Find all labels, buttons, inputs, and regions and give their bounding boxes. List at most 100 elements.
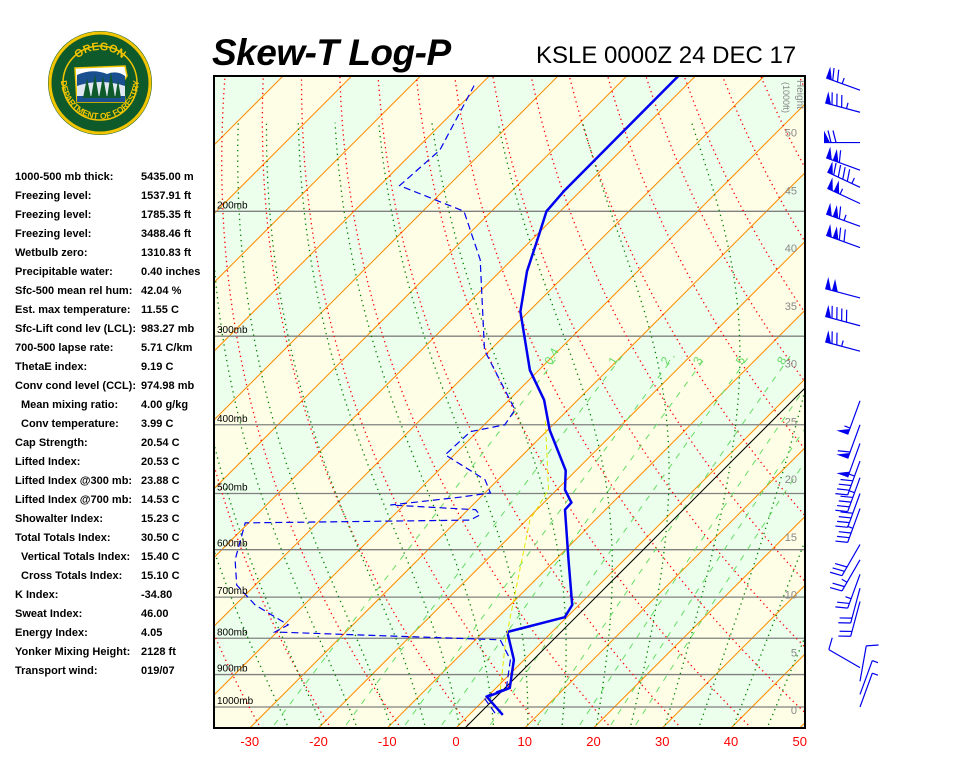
- wind-barb: [859, 644, 879, 682]
- wind-barb-staff: [847, 493, 861, 528]
- stat-value: 20.54 C: [141, 437, 180, 449]
- wind-barb: [827, 161, 861, 188]
- height-tick-label: 50: [785, 128, 797, 140]
- stat-label: Conv temperature:: [21, 418, 119, 430]
- isotherm-line: [593, 515, 805, 728]
- stat-value: 4.00 g/kg: [141, 399, 189, 411]
- pressure-label: 700mb: [217, 586, 248, 597]
- temperature-line: [484, 76, 679, 716]
- isotherm-line: [0, 76, 8, 728]
- isotherm-line: [869, 76, 960, 728]
- dry-adiabat-line: [939, 54, 960, 725]
- stat-row: Est. max temperature: 11.55 C: [15, 301, 215, 320]
- wind-barb-full: [835, 525, 848, 528]
- isotherm-line: [214, 76, 559, 421]
- isotherm-line: [0, 76, 77, 728]
- dry-adiabat-line: [221, 76, 400, 726]
- height-tick-label: 0: [791, 705, 797, 717]
- plot-frame: [213, 75, 806, 729]
- stat-label: Lifted Index @700 mb:: [15, 494, 133, 506]
- wind-barb-full: [829, 571, 843, 577]
- wind-barb: [824, 130, 860, 144]
- wind-barb-staff: [847, 574, 861, 609]
- stat-row: Precipitable water: 0.40 inches: [15, 263, 215, 282]
- stat-label: Lifted Index:: [15, 456, 81, 468]
- stat-label: Total Totals Index:: [15, 532, 111, 544]
- dry-adiabat-line: [864, 54, 960, 725]
- stat-value: 14.53 C: [141, 494, 180, 506]
- wind-barb-flag: [832, 148, 839, 163]
- stat-label: Transport wind:: [15, 665, 98, 677]
- surface-reference-line: [464, 387, 805, 728]
- stat-label: Wetbulb zero:: [15, 247, 88, 259]
- wind-barb-half: [872, 660, 879, 664]
- wind-barb-staff: [859, 672, 873, 708]
- stat-value: 019/07: [141, 665, 175, 677]
- wind-barb-full: [838, 227, 842, 241]
- svg-text:OREGON: OREGON: [72, 41, 127, 61]
- wind-barb-half: [843, 214, 847, 221]
- mixing-ratio-line: [273, 355, 559, 726]
- dry-adiabat-line: [827, 54, 960, 725]
- wind-barb-half: [851, 177, 855, 184]
- wind-barb-half: [841, 77, 845, 84]
- stat-row: Freezing level: 1537.91 ft: [15, 187, 215, 206]
- parcel-line: [499, 419, 550, 690]
- mixing-ratio-line: [579, 387, 805, 726]
- wind-barb-full: [835, 540, 848, 543]
- isotherm-line: [214, 76, 215, 77]
- wind-barb-staff: [850, 601, 861, 637]
- wind-barb-half: [841, 340, 844, 347]
- wind-barb-staff: [847, 508, 861, 543]
- pressure-label: 500mb: [217, 483, 248, 494]
- stat-value: 3488.46 ft: [141, 228, 192, 240]
- stat-value: 1785.35 ft: [141, 209, 192, 221]
- stat-row: Energy Index: 4.05: [15, 624, 215, 643]
- wind-barb-full: [840, 478, 853, 482]
- stat-row: K Index: -34.80: [15, 586, 215, 605]
- stat-row: Mean mixing ratio: 4.00 g/kg: [15, 396, 215, 415]
- wind-barb: [825, 277, 861, 299]
- mixing-ratio-line: [635, 460, 805, 726]
- dewpoint-line: [234, 85, 516, 714]
- height-axis-label: Height: [794, 80, 805, 109]
- wind-barb-flag: [826, 223, 832, 238]
- wind-barb-full: [837, 601, 850, 605]
- wind-barb-flag: [836, 428, 850, 435]
- stat-label: Precipitable water:: [15, 266, 113, 278]
- stat-label: Sweat Index:: [15, 608, 83, 620]
- stat-value: 42.04 %: [141, 285, 182, 297]
- stat-row: Lifted Index: 20.53 C: [15, 453, 215, 472]
- wind-barb: [838, 601, 861, 637]
- stat-label: Mean mixing ratio:: [21, 399, 119, 411]
- stat-value: -34.80: [141, 589, 173, 601]
- height-tick-label: 30: [785, 359, 797, 371]
- temperature-band: [214, 76, 805, 695]
- oregon-department-of-forestry-logo: OREGON DEPARTMENT OF FORESTRY: [48, 31, 152, 135]
- stat-label: Cap Strength:: [15, 437, 88, 449]
- wind-barb-full: [833, 162, 837, 176]
- stat-label: Energy Index:: [15, 627, 88, 639]
- wind-barb: [835, 574, 861, 609]
- stat-label: Freezing level:: [15, 190, 92, 202]
- wind-barb-full: [837, 488, 850, 491]
- wind-barb: [825, 66, 861, 91]
- isotherm-line: [799, 722, 805, 728]
- wind-barb-half: [839, 188, 844, 195]
- temperature-tick-label: 10: [518, 734, 532, 749]
- stat-row: 1000-500 mb thick: 5435.00 m: [15, 168, 215, 187]
- wind-barb-full: [827, 130, 832, 143]
- wind-barb-full: [837, 520, 850, 524]
- height-axis-unit: (1000ft): [781, 82, 791, 113]
- wind-barb: [835, 508, 861, 543]
- wind-barb-flag: [826, 202, 832, 217]
- stat-value: 46.00: [141, 608, 169, 620]
- stat-label: Freezing level:: [15, 228, 92, 240]
- wind-barb-half: [845, 102, 849, 109]
- dry-adiabat-line: [90, 54, 189, 725]
- stat-row: Vertical Totals Index: 15.40 C: [15, 548, 215, 567]
- height-tick-label: 25: [785, 416, 797, 428]
- wind-barb: [835, 477, 861, 513]
- wind-barb-flag: [825, 277, 832, 291]
